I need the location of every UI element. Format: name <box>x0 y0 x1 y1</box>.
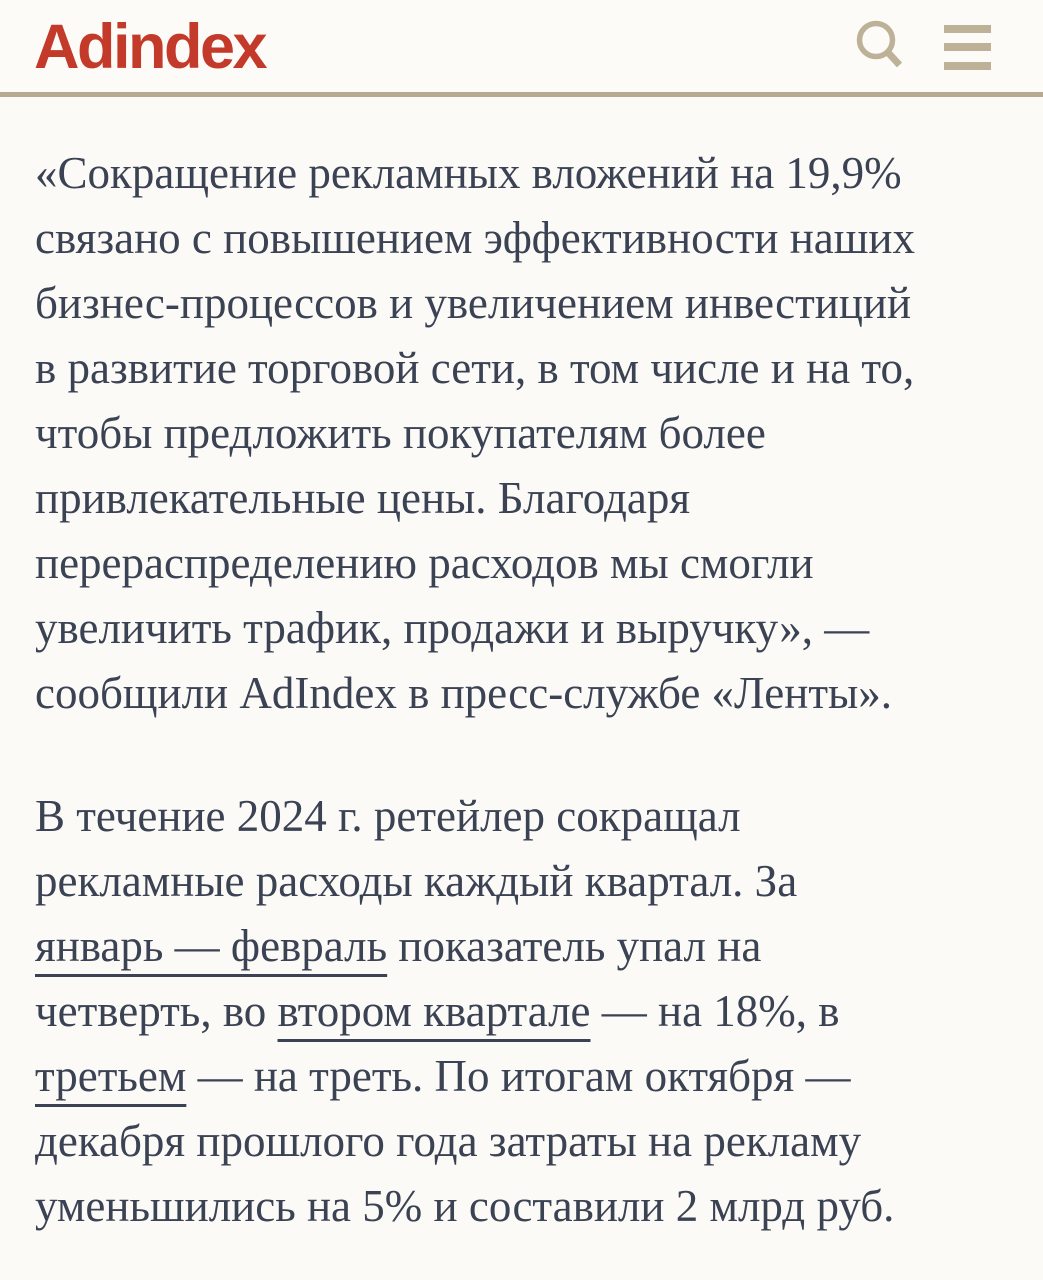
menu-button[interactable] <box>944 24 991 70</box>
text-segment: перераспределению расходов мы смогли <box>35 538 814 588</box>
text-segment: В течение 2024 г. ретейлер сокращал <box>35 791 741 841</box>
text-segment: уменьшились на 5% и составили 2 млрд руб… <box>35 1181 895 1231</box>
text-segment: сообщили AdIndex в пресс-службе «Ленты». <box>35 668 892 718</box>
text-line: бизнес-процессов и увеличением инвестици… <box>35 271 1008 336</box>
text-line: четверть, во втором квартале — на 18%, в <box>35 979 1008 1044</box>
site-logo[interactable]: Adindex <box>34 12 268 82</box>
text-line: рекламные расходы каждый квартал. За <box>35 849 1008 914</box>
text-segment: чтобы предложить покупателям более <box>35 408 766 458</box>
text-segment: в развитие торговой сети, в том числе и … <box>35 343 915 393</box>
text-segment: увеличить трафик, продажи и выручку», — <box>35 603 870 653</box>
text-line: связано с повышением эффективности наших <box>35 206 1008 271</box>
text-line: В течение 2024 г. ретейлер сокращал <box>35 784 1008 849</box>
text-segment: показатель упал на <box>387 921 762 971</box>
text-segment: «Сокращение рекламных вложений на 19,9% <box>35 148 902 198</box>
text-line: привлекательные цены. Благодаря <box>35 466 1008 531</box>
hamburger-menu-icon <box>944 24 991 70</box>
article-paragraph: В течение 2024 г. ретейлер сокращал рекла… <box>35 784 1008 1239</box>
text-line: перераспределению расходов мы смогли <box>35 531 1008 596</box>
text-line: в развитие торговой сети, в том числе и … <box>35 336 1008 401</box>
search-button[interactable] <box>854 19 908 76</box>
text-line: декабря прошлого года затраты на рекламу <box>35 1109 1008 1174</box>
text-segment: — на 18%, в <box>590 986 840 1036</box>
inline-link[interactable]: третьем <box>35 1051 187 1101</box>
text-line: уменьшились на 5% и составили 2 млрд руб… <box>35 1174 1008 1239</box>
inline-link[interactable]: январь — февраль <box>35 921 388 971</box>
text-segment: четверть, во <box>35 986 278 1036</box>
inline-link[interactable]: втором квартале <box>277 986 591 1036</box>
text-segment: декабря прошлого года затраты на рекламу <box>35 1116 862 1166</box>
text-line: увеличить трафик, продажи и выручку», — <box>35 596 1008 661</box>
text-line: сообщили AdIndex в пресс-службе «Ленты». <box>35 661 1008 726</box>
article-paragraph: «Сокращение рекламных вложений на 19,9% с… <box>35 141 1008 726</box>
text-segment: — на треть. По итогам октября — <box>186 1051 851 1101</box>
text-segment: привлекательные цены. Благодаря <box>35 473 691 523</box>
header-divider <box>0 92 1043 97</box>
text-line: январь — февраль показатель упал на <box>35 914 1008 979</box>
text-line: чтобы предложить покупателям более <box>35 401 1008 466</box>
text-segment: связано с повышением эффективности наших <box>35 213 915 263</box>
text-line: третьем — на треть. По итогам октября — <box>35 1044 1008 1109</box>
text-segment: бизнес-процессов и увеличением инвестици… <box>35 278 912 328</box>
text-line: «Сокращение рекламных вложений на 19,9% <box>35 141 1008 206</box>
search-icon <box>854 19 908 76</box>
article-body: «Сокращение рекламных вложений на 19,9% с… <box>0 97 1043 1239</box>
site-header: Adindex <box>0 0 1043 92</box>
text-segment: рекламные расходы каждый квартал. За <box>35 856 798 906</box>
